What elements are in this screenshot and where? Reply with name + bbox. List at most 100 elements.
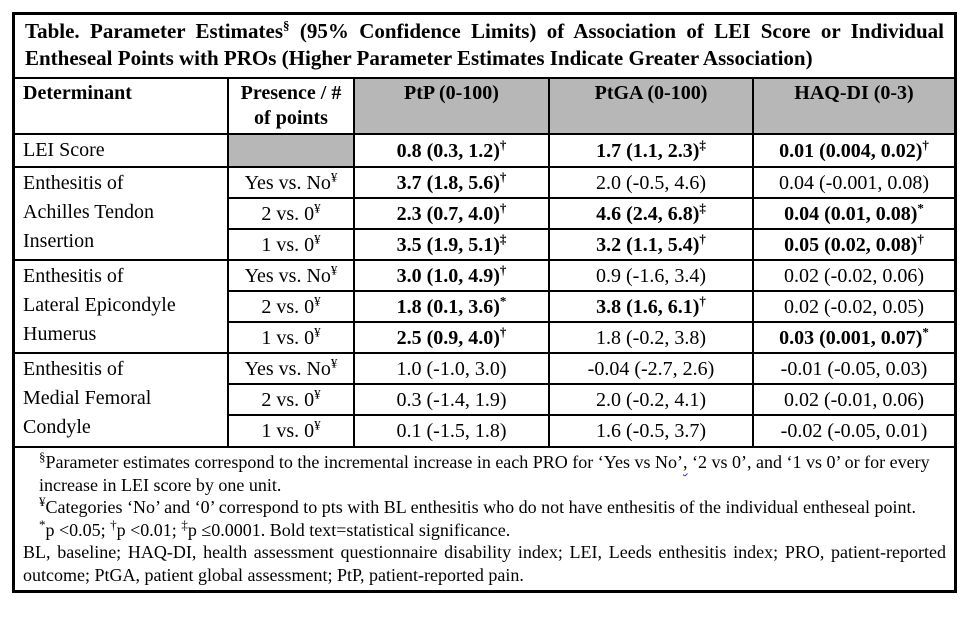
table-row: Enthesitis of Medial Femoral Condyle Yes … — [14, 352, 955, 447]
column-header-presence: Presence / # of points — [227, 78, 355, 135]
footnote-text: p <0.01; — [116, 519, 182, 540]
estimate-value: 0.02 (-0.01, 0.06) — [784, 388, 924, 411]
estimate-cell: 2.5 (0.9, 4.0)† — [353, 321, 550, 354]
estimate-value: 0.1 (-1.5, 1.8) — [396, 420, 507, 442]
estimate-value: 1.8 (0.1, 3.6) — [396, 295, 500, 318]
estimate-cell: 0.02 (-0.02, 0.05) — [752, 290, 955, 323]
grammar-squiggle: , — [682, 452, 688, 472]
estimate-cell: 3.2 (1.1, 5.4)† — [548, 228, 754, 261]
estimate-cell: 2.0 (-0.2, 4.1) — [548, 383, 754, 416]
estimate-cell: 1.8 (0.1, 3.6)* — [353, 290, 550, 323]
estimate-value: 0.04 (-0.001, 0.08) — [779, 171, 929, 194]
estimate-cell: 0.04 (-0.001, 0.08) — [752, 166, 955, 199]
significance-marker: † — [499, 261, 507, 277]
presence-cell — [227, 133, 355, 168]
footnote-text: Categories ‘No’ and ‘0’ correspond to pt… — [45, 497, 917, 517]
presence-label: 2 vs. 0 — [261, 202, 315, 225]
footnote-marker: ¥ — [314, 385, 321, 401]
estimate-value: 2.3 (0.7, 4.0) — [396, 202, 500, 225]
presence-label: 2 vs. 0 — [261, 388, 315, 411]
estimate-cell: -0.01 (-0.05, 0.03) — [752, 352, 955, 385]
column-header-haqdi: HAQ-DI (0-3) — [752, 78, 955, 135]
significance-marker: * — [499, 292, 507, 308]
estimate-value: 0.8 (0.3, 1.2) — [396, 139, 500, 162]
presence-cell: 2 vs. 0¥ — [227, 383, 355, 416]
estimate-value: 0.3 (-1.4, 1.9) — [396, 388, 507, 411]
estimate-cell: 3.7 (1.8, 5.6)† — [353, 166, 550, 199]
footnote-marker: ¥ — [330, 168, 338, 184]
footnote-marker: ¥ — [314, 417, 321, 433]
estimate-cell: 4.6 (2.4, 6.8)‡ — [548, 197, 754, 230]
significance-marker: † — [499, 199, 507, 215]
table-row: 1 vs. 0¥ 0.1 (-1.5, 1.8) 1.6 (-0.5, 3.7) -0… — [15, 414, 955, 447]
footnote-marker: ¥ — [314, 292, 321, 308]
estimate-value: 3.0 (1.0, 4.9) — [396, 264, 500, 287]
footnote-marker: * — [39, 516, 46, 532]
estimate-value: 1.8 (-0.2, 3.8) — [596, 326, 706, 349]
presence-label: 1 vs. 0 — [261, 233, 315, 256]
significance-marker: † — [699, 292, 706, 308]
significance-marker: † — [499, 136, 507, 152]
estimate-value: 0.02 (-0.02, 0.06) — [784, 264, 924, 287]
estimate-cell: 1.0 (-1.0, 3.0) — [353, 352, 550, 385]
estimate-value: 0.02 (-0.02, 0.05) — [784, 295, 924, 318]
footnote-abbreviations: BL, baseline; HAQ-DI, health assessment … — [23, 541, 946, 586]
estimate-value: 3.5 (1.9, 5.1) — [396, 233, 500, 256]
presence-cell: 1 vs. 0¥ — [227, 228, 355, 261]
footnote-marker: ¥ — [314, 199, 321, 215]
estimate-value: 2.0 (-0.5, 4.6) — [596, 171, 706, 194]
footnote-marker: ¥ — [314, 230, 321, 246]
presence-label: 2 vs. 0 — [261, 295, 315, 318]
section-footnote-marker: § — [283, 18, 290, 33]
column-header-determinant: Determinant — [14, 78, 229, 135]
presence-cell: 2 vs. 0¥ — [227, 197, 355, 230]
footnotes: §Parameter estimates correspond to the i… — [15, 446, 954, 590]
presence-label: Yes vs. No — [244, 171, 331, 194]
estimate-cell: 1.7 (1.1, 2.3)‡ — [548, 133, 754, 168]
table-row: Enthesitis of Achilles Tendon Insertion Y… — [14, 166, 955, 261]
presence-label: 1 vs. 0 — [261, 326, 315, 349]
estimate-cell: 3.8 (1.6, 6.1)† — [548, 290, 754, 323]
estimate-cell: -0.04 (-2.7, 2.6) — [548, 352, 754, 385]
estimate-value: 1.0 (-1.0, 3.0) — [396, 357, 507, 380]
estimate-value: 0.05 (0.02, 0.08) — [784, 233, 918, 256]
estimate-cell: 0.9 (-1.6, 3.4) — [548, 259, 754, 292]
footnote-marker: § — [39, 449, 46, 464]
estimate-value: 2.0 (-0.2, 4.1) — [596, 388, 706, 411]
determinant-cell: LEI Score — [14, 133, 229, 168]
footnote-text: p ≤0.0001. Bold text=statistical signifi… — [187, 519, 511, 540]
significance-marker: * — [922, 323, 929, 339]
estimate-value: 0.01 (0.004, 0.02) — [779, 139, 923, 162]
footnote-marker: ¥ — [314, 323, 321, 339]
estimate-value: 0.9 (-1.6, 3.4) — [596, 264, 706, 287]
footnote-text: ‘2 vs 0’, and ‘1 vs 0’ or for every incr… — [39, 452, 930, 495]
determinant-cell: Enthesitis of Lateral Epicondyle Humerus — [14, 259, 229, 354]
table-row: 2 vs. 0¥ 0.3 (-1.4, 1.9) 2.0 (-0.2, 4.1) 0.… — [15, 383, 955, 416]
estimate-cell: 0.01 (0.004, 0.02)† — [752, 133, 955, 168]
estimate-value: 1.7 (1.1, 2.3) — [596, 139, 700, 162]
estimate-cell: 3.0 (1.0, 4.9)† — [353, 259, 550, 292]
significance-marker: † — [922, 136, 929, 152]
footnote-pvalues: *p <0.05; †p <0.01; ‡p ≤0.0001. Bold tex… — [39, 516, 946, 542]
parameter-estimates-table: Determinant Presence / # of points PtP (… — [14, 78, 955, 447]
presence-cell: Yes vs. No¥ — [227, 166, 355, 199]
table-row: 1 vs. 0¥ 3.5 (1.9, 5.1)‡ 3.2 (1.1, 5.4)† 0.… — [15, 228, 955, 261]
estimate-value: 3.7 (1.8, 5.6) — [396, 171, 500, 194]
table-title-text: (95% Confidence Limits) of Association o… — [25, 19, 944, 70]
estimate-value: -0.01 (-0.05, 0.03) — [780, 357, 928, 380]
footnote-parameter-estimates: §Parameter estimates correspond to the i… — [39, 449, 946, 496]
footnote-marker: ¥ — [330, 261, 338, 277]
table-row: Enthesitis of Lateral Epicondyle Humerus… — [14, 259, 955, 354]
presence-cell: 1 vs. 0¥ — [227, 321, 355, 354]
table-row: 2 vs. 0¥ 1.8 (0.1, 3.6)* 3.8 (1.6, 6.1)† 0.… — [15, 290, 955, 323]
table-body: LEI Score 0.8 (0.3, 1.2)† 1.7 (1.1, 2.3)‡ 0… — [14, 133, 955, 447]
estimate-value: 3.8 (1.6, 6.1) — [596, 295, 700, 318]
presence-cell: 1 vs. 0¥ — [227, 414, 355, 447]
footnote-marker: ¥ — [39, 494, 46, 509]
estimate-cell: 1.6 (-0.5, 3.7) — [548, 414, 754, 447]
estimate-cell: 0.02 (-0.02, 0.06) — [752, 259, 955, 292]
significance-marker: † — [917, 230, 924, 246]
significance-marker: † — [499, 323, 507, 339]
estimate-cell: 0.03 (0.001, 0.07)* — [752, 321, 955, 354]
